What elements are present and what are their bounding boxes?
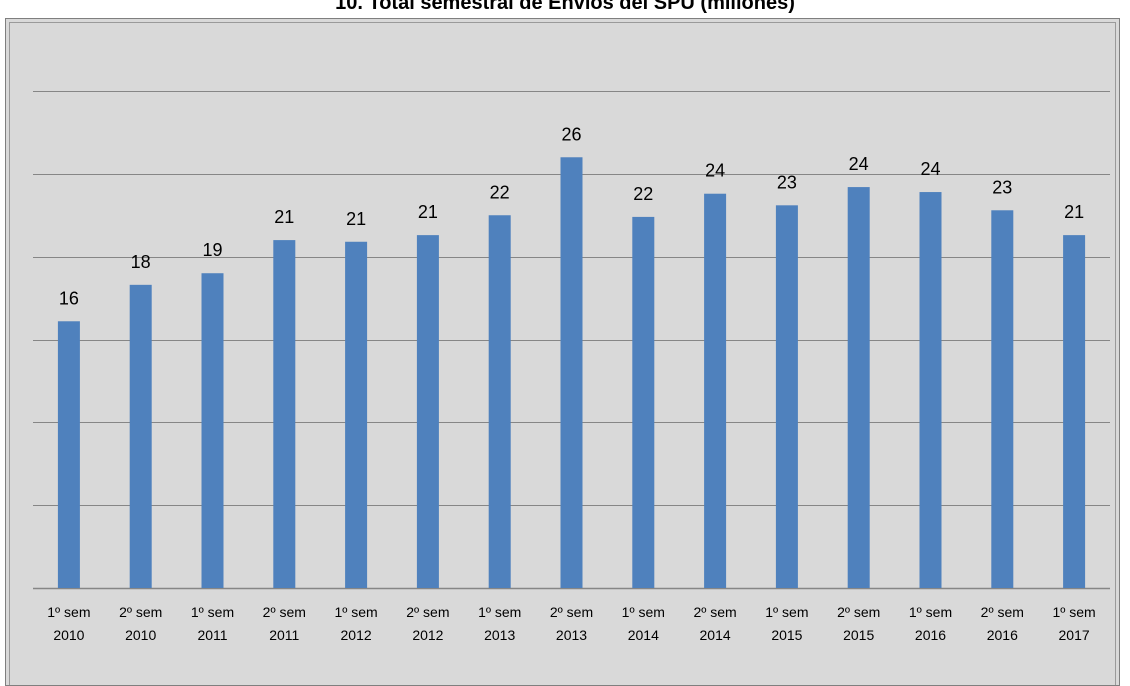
bar xyxy=(1063,235,1086,588)
data-label: 24 xyxy=(849,154,869,174)
x-tick-label: 1º sem xyxy=(622,604,665,620)
x-tick-label: 2013 xyxy=(556,627,587,643)
bar xyxy=(129,284,152,588)
x-tick-label: 1º sem xyxy=(334,604,377,620)
x-tick-label: 1º sem xyxy=(47,604,90,620)
x-tick-label: 2016 xyxy=(915,627,946,643)
bar xyxy=(488,215,511,588)
x-tick-label: 2º sem xyxy=(550,604,593,620)
x-tick-label: 2010 xyxy=(125,627,156,643)
x-tick-label: 2º sem xyxy=(406,604,449,620)
data-label: 22 xyxy=(633,184,653,204)
bar xyxy=(273,240,296,588)
bar xyxy=(416,235,439,588)
data-label: 24 xyxy=(920,159,940,179)
x-tick-label: 2015 xyxy=(771,627,802,643)
data-label: 23 xyxy=(992,177,1012,197)
x-tick-label: 2012 xyxy=(412,627,443,643)
x-tick-label: 2011 xyxy=(269,627,299,643)
x-tick-label: 2013 xyxy=(484,627,515,643)
bar xyxy=(991,210,1014,588)
x-tick-label: 2º sem xyxy=(693,604,736,620)
bar xyxy=(632,216,655,588)
x-tick-label: 2017 xyxy=(1059,627,1090,643)
x-tick-label: 2º sem xyxy=(119,604,162,620)
data-label: 16 xyxy=(59,288,79,308)
bar xyxy=(919,192,942,588)
x-tick-label: 2016 xyxy=(987,627,1018,643)
data-label: 19 xyxy=(202,240,222,260)
x-tick-label: 2º sem xyxy=(837,604,880,620)
chart-inner-border xyxy=(9,22,1116,685)
x-tick-label: 2012 xyxy=(341,627,372,643)
bar xyxy=(560,157,583,588)
data-label: 21 xyxy=(346,209,366,229)
data-label: 26 xyxy=(561,124,581,144)
x-tick-label: 2º sem xyxy=(981,604,1024,620)
x-tick-label: 1º sem xyxy=(1052,604,1095,620)
x-tick-label: 2014 xyxy=(700,627,731,643)
x-tick-label: 1º sem xyxy=(191,604,234,620)
chart-title: 10. Total semestral de Envíos del SPU (m… xyxy=(335,0,795,14)
data-label: 23 xyxy=(777,172,797,192)
bar xyxy=(57,321,80,588)
x-tick-label: 2010 xyxy=(53,627,84,643)
data-label: 21 xyxy=(1064,202,1084,222)
data-label: 22 xyxy=(490,182,510,202)
bar xyxy=(345,241,368,589)
x-tick-label: 2º sem xyxy=(263,604,306,620)
x-tick-label: 2015 xyxy=(843,627,874,643)
data-label: 18 xyxy=(131,252,151,272)
x-tick-label: 1º sem xyxy=(909,604,952,620)
x-tick-label: 1º sem xyxy=(478,604,521,620)
bar xyxy=(847,187,870,588)
bar xyxy=(201,273,224,588)
x-tick-label: 2014 xyxy=(628,627,659,643)
data-label: 24 xyxy=(705,161,725,181)
data-label: 21 xyxy=(274,207,294,227)
data-label: 21 xyxy=(418,202,438,222)
x-tick-label: 2011 xyxy=(197,627,227,643)
bar xyxy=(775,205,798,588)
x-tick-label: 1º sem xyxy=(765,604,808,620)
bar xyxy=(704,193,727,589)
